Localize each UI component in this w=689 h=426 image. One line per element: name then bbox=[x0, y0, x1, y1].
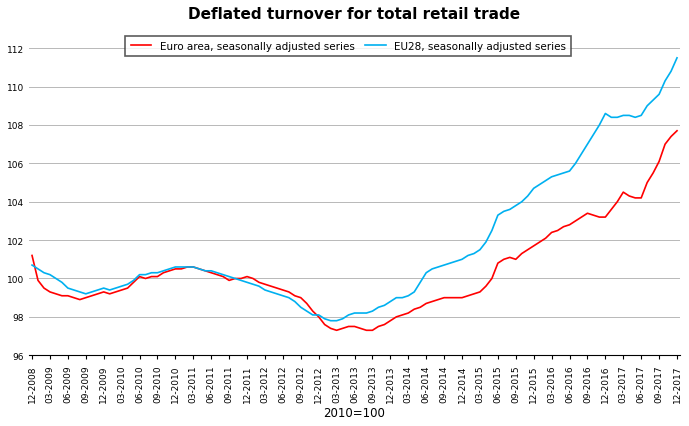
Euro area, seasonally adjusted series bbox=[458, 295, 466, 300]
Line: EU28, seasonally adjusted series: EU28, seasonally adjusted series bbox=[32, 59, 677, 321]
EU28, seasonally adjusted series bbox=[673, 56, 681, 61]
Euro area, seasonally adjusted series bbox=[380, 322, 389, 327]
Euro area, seasonally adjusted series bbox=[76, 297, 84, 302]
Euro area, seasonally adjusted series bbox=[207, 271, 216, 276]
EU28, seasonally adjusted series bbox=[327, 318, 335, 323]
Euro area, seasonally adjusted series bbox=[28, 253, 37, 259]
EU28, seasonally adjusted series bbox=[76, 290, 84, 295]
Legend: Euro area, seasonally adjusted series, EU28, seasonally adjusted series: Euro area, seasonally adjusted series, E… bbox=[125, 37, 571, 57]
Euro area, seasonally adjusted series bbox=[673, 129, 681, 134]
EU28, seasonally adjusted series bbox=[28, 263, 37, 268]
Euro area, seasonally adjusted series bbox=[243, 274, 251, 279]
Euro area, seasonally adjusted series bbox=[387, 318, 395, 323]
Line: Euro area, seasonally adjusted series: Euro area, seasonally adjusted series bbox=[32, 132, 677, 331]
EU28, seasonally adjusted series bbox=[387, 299, 395, 304]
EU28, seasonally adjusted series bbox=[458, 257, 466, 262]
EU28, seasonally adjusted series bbox=[207, 269, 216, 274]
EU28, seasonally adjusted series bbox=[243, 280, 251, 285]
Title: Deflated turnover for total retail trade: Deflated turnover for total retail trade bbox=[189, 7, 521, 22]
X-axis label: 2010=100: 2010=100 bbox=[324, 406, 385, 419]
EU28, seasonally adjusted series bbox=[380, 303, 389, 308]
Euro area, seasonally adjusted series bbox=[333, 328, 341, 333]
